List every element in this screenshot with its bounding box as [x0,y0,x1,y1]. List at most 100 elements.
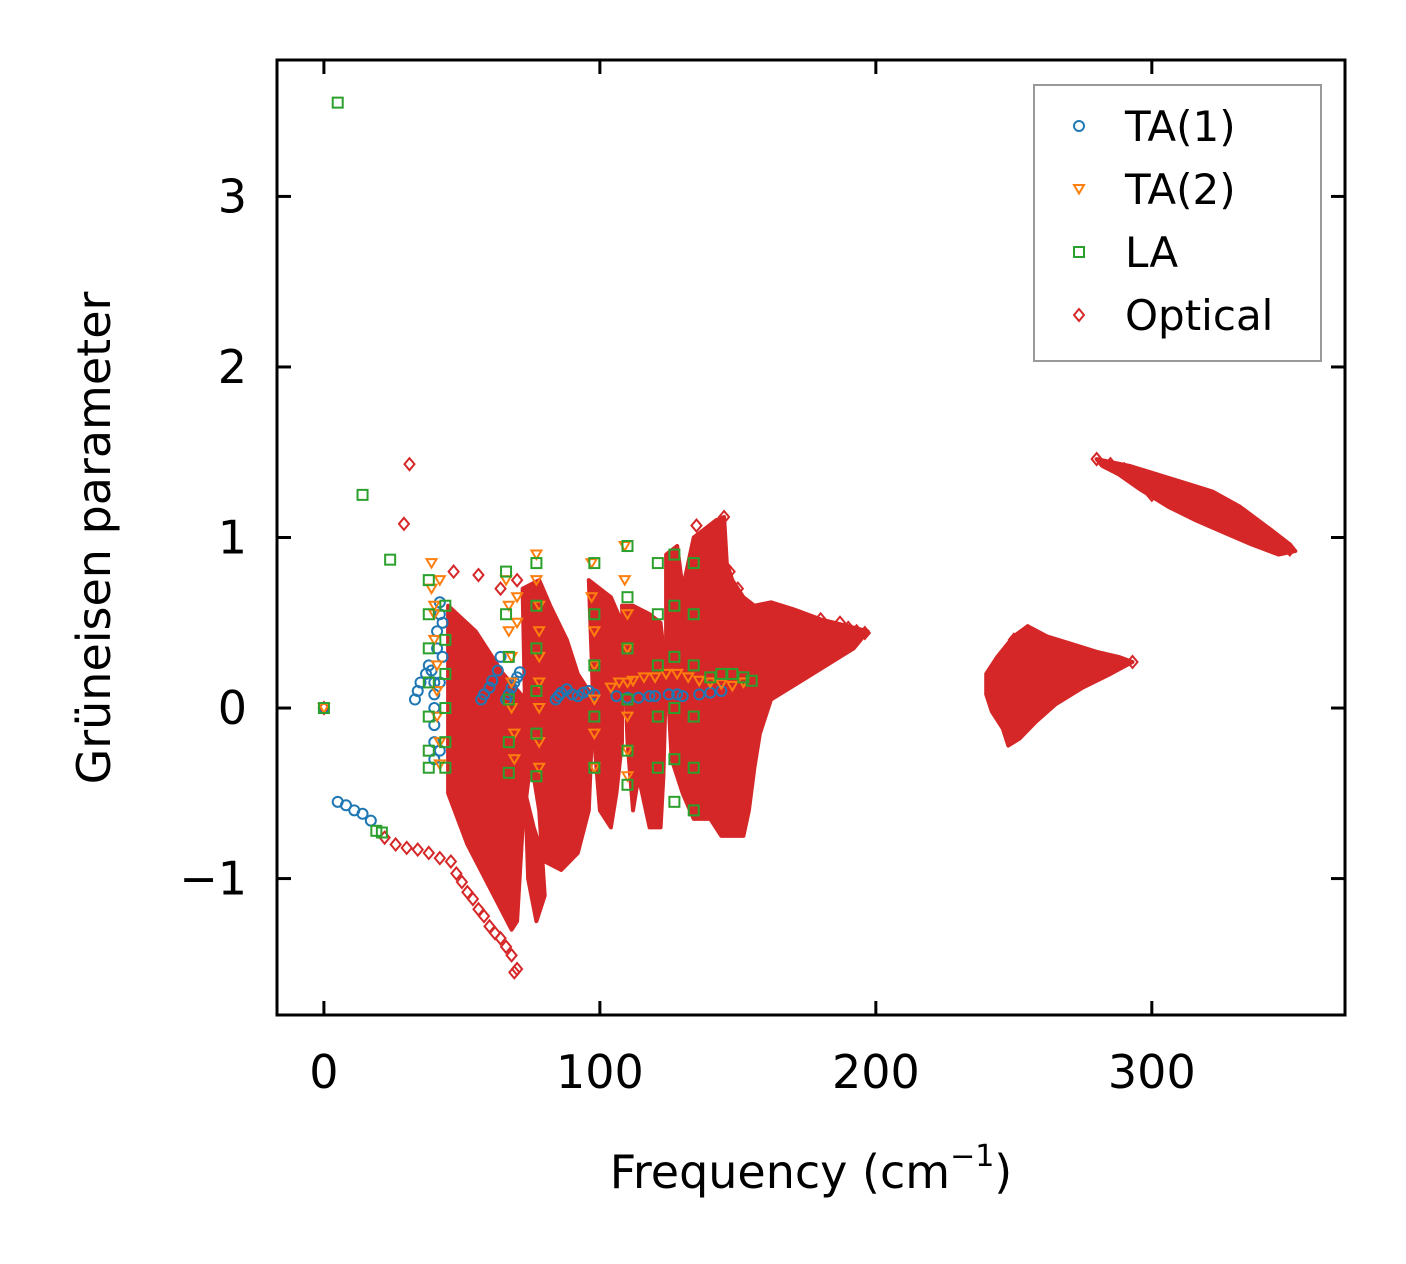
data-point-ta-1 [414,676,427,689]
x-tick-label: 300 [1108,1045,1196,1099]
data-point-ta-1 [588,688,601,701]
data-point-optical [508,964,521,980]
data-point-optical [1021,623,1034,639]
axis-ticks: 0 100 200 300 −1 0 1 2 3 [179,60,1345,1099]
data-point-optical [477,908,491,924]
data-point-ta-2 [532,762,546,775]
data-point-ta-2 [430,660,444,672]
data-point-ta-1 [552,690,565,703]
data-point-optical [1228,506,1241,522]
data-point-ta-2 [529,549,544,562]
data-point-optical [833,615,847,631]
legend-marker-optical [1072,307,1086,323]
data-point-optical [1200,504,1214,520]
data-point-ta-2 [427,634,442,647]
legend-label-la: LA [1125,228,1178,277]
data-point-la [439,702,452,715]
data-point-ta-2 [637,672,651,684]
data-point-optical [400,840,414,856]
y-tick-label: 3 [218,169,247,223]
data-point-la [502,736,515,749]
data-point-optical [422,845,436,861]
data-point-optical [1228,516,1241,532]
data-point-ta-2 [532,677,546,689]
data-point-ta-2 [587,694,602,706]
data-point-ta-1 [632,691,645,704]
optical-band-3 [586,578,624,830]
data-point-la [530,727,543,740]
data-point-ta-2 [507,754,522,766]
data-point-la [621,540,634,553]
y-tick-label: 2 [218,340,247,394]
data-point-optical [1214,499,1228,515]
data-point-la [668,599,681,612]
data-point-optical [1173,495,1186,511]
data-point-la [621,744,634,757]
data-point-optical [759,601,772,617]
data-point-la [737,671,750,684]
y-tick-label: −1 [179,852,247,906]
data-point-la [668,702,681,715]
data-point-ta-1 [491,664,504,677]
data-point-optical [858,625,872,641]
data-point-optical [1117,461,1131,477]
data-point-la [422,761,435,774]
data-point-la [530,684,543,697]
data-point-la [687,804,700,817]
data-point-ta-1 [436,616,449,629]
data-point-optical [397,516,411,532]
data-point-optical [1200,495,1214,511]
data-point-optical [510,572,524,588]
data-point-la [500,565,513,578]
data-point-ta-2 [532,703,546,715]
data-point-ta-2 [510,617,524,630]
data-point-optical [403,456,416,472]
data-point-optical [731,581,745,597]
data-point-optical [1007,632,1021,648]
data-point-la [588,761,601,774]
data-point-ta-2 [507,728,522,741]
data-point-ta-1 [693,688,706,701]
data-point-la [422,608,435,621]
data-point-la [621,693,634,706]
data-point-la [439,761,452,774]
data-point-ta-2 [433,759,447,771]
data-point-optical [717,509,731,525]
data-point-la [439,667,452,680]
data-point-ta-1 [483,681,496,694]
data-point-la [331,96,344,109]
data-point-optical [690,518,703,534]
data-point-la [439,599,452,612]
legend-marker-ta-1 [1073,120,1085,132]
data-point-optical [1090,654,1103,670]
data-point-optical [1269,535,1283,551]
data-point-ta-2 [424,558,439,570]
data-point-la [422,642,435,655]
data-point-ta-2 [620,609,635,621]
data-point-ta-1 [431,642,444,655]
data-point-la [502,693,515,706]
legend-label-ta-2: TA(2) [1124,165,1236,214]
data-point-la [317,702,330,715]
data-point-la [502,650,515,663]
data-point-ta-2 [617,575,632,587]
data-point-ta-2 [626,675,640,688]
data-point-optical [466,891,480,907]
data-point-optical [1145,473,1159,489]
data-point-la [704,671,717,684]
data-point-la [422,574,435,587]
data-point-optical [494,581,507,597]
data-point-optical [712,538,725,554]
data-point-optical [795,610,808,626]
data-point-ta-1 [513,666,526,679]
data-point-optical [494,930,507,946]
data-point-optical [455,874,469,890]
data-point-ta-1 [715,684,728,697]
data-point-ta-2 [427,600,442,613]
data-point-la [530,642,543,655]
y-axis-title: Grüneisen parameter [67,291,121,784]
data-point-la [687,608,700,621]
data-point-optical [1186,489,1200,505]
x-tick-label: 100 [556,1045,644,1099]
